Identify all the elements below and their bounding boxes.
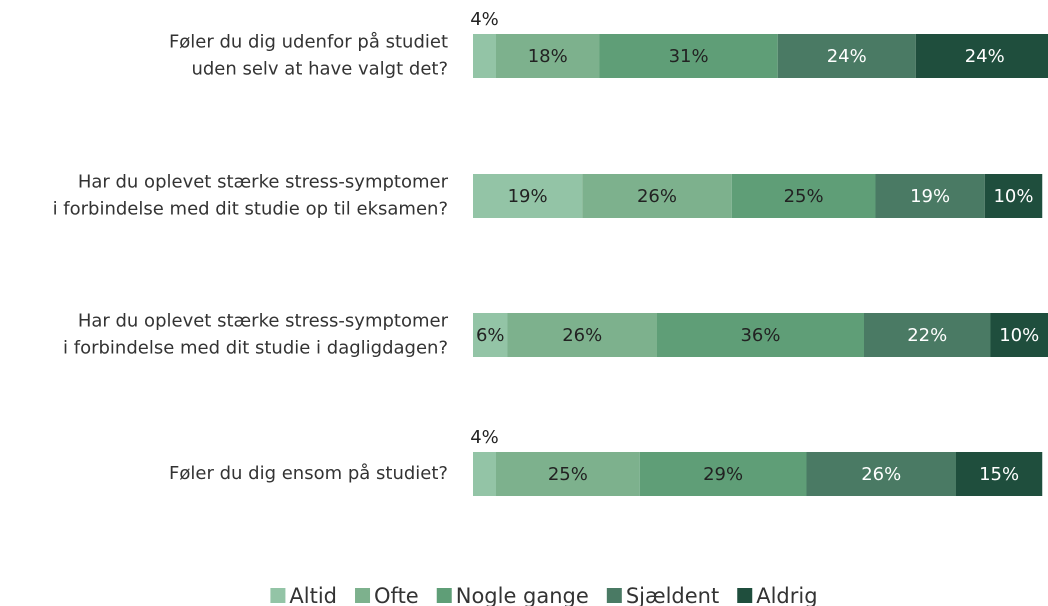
legend-swatch	[737, 588, 753, 603]
value-label: 26%	[637, 186, 677, 207]
legend-swatch	[270, 588, 286, 603]
bar-segment	[915, 34, 1048, 78]
bar-segment	[864, 313, 991, 357]
category-label: i forbindelse med dit studie op til eksa…	[53, 199, 448, 220]
value-label: 24%	[827, 46, 867, 67]
bar-segment	[990, 313, 1048, 357]
value-label: 10%	[993, 186, 1033, 207]
value-label: 18%	[528, 46, 568, 67]
legend-label: Altid	[289, 584, 337, 606]
legend-label: Sjældent	[626, 584, 719, 606]
legend-label: Nogle gange	[456, 584, 589, 606]
value-label: 25%	[784, 186, 824, 207]
value-label: 4%	[470, 427, 499, 448]
value-label: 22%	[907, 325, 947, 346]
value-label: 25%	[548, 464, 588, 485]
bar-segment	[582, 174, 732, 218]
value-label: 19%	[508, 186, 548, 207]
category-label: Har du oplevet stærke stress-symptomer	[78, 172, 449, 193]
category-label: Har du oplevet stærke stress-symptomer	[78, 311, 449, 332]
legend-label: Aldrig	[756, 584, 817, 606]
bar-segment	[599, 34, 778, 78]
category-label: i forbindelse med dit studie i dagligdag…	[63, 338, 448, 359]
bar-segment	[639, 452, 807, 496]
value-label: 26%	[861, 464, 901, 485]
value-label: 29%	[703, 464, 743, 485]
value-label: 10%	[999, 325, 1039, 346]
category-label: Føler du dig ensom på studiet?	[169, 463, 448, 484]
bar-segment	[496, 34, 600, 78]
value-label: 36%	[740, 325, 780, 346]
bar-segment	[496, 452, 640, 496]
value-label: 19%	[910, 186, 950, 207]
bar-segment	[473, 174, 583, 218]
value-label: 6%	[476, 325, 505, 346]
value-label: 31%	[669, 46, 709, 67]
bar-segment	[731, 174, 876, 218]
bar-segment	[984, 174, 1043, 218]
value-label: 26%	[562, 325, 602, 346]
bar-segment	[507, 313, 657, 357]
bar-segment	[875, 174, 985, 218]
value-label: 4%	[470, 9, 499, 30]
legend-swatch	[355, 588, 371, 603]
value-label: 24%	[965, 46, 1005, 67]
bar-segment	[473, 34, 496, 78]
bar-segment	[806, 452, 956, 496]
bar-segment	[473, 313, 508, 357]
legend-swatch	[606, 588, 622, 603]
value-label: 15%	[979, 464, 1019, 485]
bar-segment	[473, 452, 496, 496]
bar-segment	[657, 313, 864, 357]
bar-segment	[956, 452, 1043, 496]
bar-segment	[777, 34, 916, 78]
category-label: Føler du dig udenfor på studiet	[169, 32, 448, 53]
category-label: uden selv at have valgt det?	[191, 59, 448, 80]
legend-label: Ofte	[374, 584, 419, 606]
legend-swatch	[436, 588, 452, 603]
